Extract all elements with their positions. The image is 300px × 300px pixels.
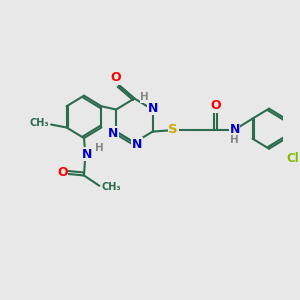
Text: O: O	[210, 100, 220, 112]
Text: O: O	[111, 71, 122, 84]
Text: Cl: Cl	[286, 152, 299, 165]
Text: H: H	[95, 143, 104, 153]
Text: N: N	[82, 148, 92, 161]
Text: N: N	[132, 138, 142, 151]
Text: CH₃: CH₃	[101, 182, 121, 192]
Text: H: H	[230, 135, 239, 146]
Text: N: N	[230, 123, 240, 136]
Text: N: N	[148, 101, 158, 115]
Text: CH₃: CH₃	[30, 118, 49, 128]
Text: N: N	[108, 127, 118, 140]
Text: H: H	[140, 92, 149, 102]
Text: O: O	[57, 166, 68, 179]
Text: S: S	[169, 123, 178, 136]
